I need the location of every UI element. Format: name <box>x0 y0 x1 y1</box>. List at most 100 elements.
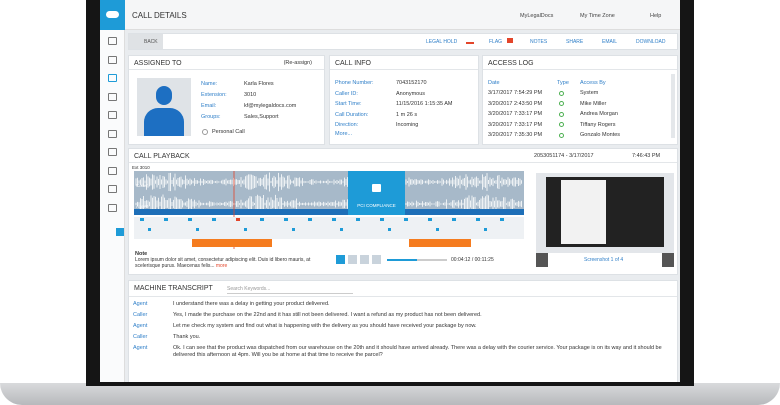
position: 00:04:12 / 00:11:25 <box>451 257 494 263</box>
screenshot-image <box>546 177 664 247</box>
flag-icon <box>507 38 513 43</box>
logo-cloud <box>106 11 119 18</box>
log-date: 3/20/2017 7:35:30 PM <box>488 132 543 138</box>
screenshot-doc <box>561 180 606 244</box>
field-value: Karla Flores <box>244 81 274 87</box>
note-text: Lorem ipsum dolor sit amet, consectetur … <box>135 257 330 269</box>
marker <box>484 228 487 231</box>
control-button[interactable] <box>372 255 381 264</box>
marker <box>212 218 216 221</box>
marker <box>476 218 480 221</box>
play-button[interactable] <box>336 255 345 264</box>
speaker: Agent <box>133 301 148 307</box>
marker <box>236 218 240 221</box>
field-label: Start Time: <box>335 101 362 107</box>
field-value: 11/15/2016 1:15:35 AM <box>396 101 453 107</box>
field-value: 1 m 26 s <box>396 111 418 118</box>
field-label: Email: <box>201 103 217 109</box>
marker <box>308 218 312 221</box>
segment <box>409 239 471 247</box>
utterance: Let me check my system and find out what… <box>173 323 477 329</box>
prev-button[interactable] <box>536 253 548 267</box>
field-label: Name: <box>201 81 218 87</box>
sidebar-icon[interactable] <box>108 55 117 64</box>
laptop-base <box>0 383 780 405</box>
column-header: Type <box>557 80 569 86</box>
call-id: 2053051174 - 3/17/2017 <box>534 153 594 159</box>
field-label: Call Duration: <box>335 111 369 118</box>
toolbar: BACK LEGAL HOLD FLAG NOTES SHARE EMAIL DOWNLO… <box>128 33 678 50</box>
playback-panel: CALL PLAYBACK 2053051174 - 3/17/2017 7:4… <box>128 148 678 275</box>
panel-header: CALL INFO <box>330 56 478 70</box>
control-button[interactable] <box>360 255 369 264</box>
marker <box>356 218 360 221</box>
type-icon <box>559 111 564 117</box>
reassign-link[interactable]: (Re-assign) <box>283 60 312 66</box>
toolbar-button[interactable]: DOWNLOAD <box>636 39 666 45</box>
panel-title: ASSIGNED TO <box>134 60 182 67</box>
log-user: Mike Miller <box>580 100 607 107</box>
speaker: Agent <box>133 345 148 351</box>
log-date: 3/20/2017 7:33:17 PM <box>488 121 543 128</box>
type-icon <box>559 122 564 127</box>
help-menu[interactable]: Help <box>650 13 662 19</box>
panel-title: MACHINE TRANSCRIPT <box>134 285 213 292</box>
type-icon <box>559 90 564 96</box>
more-link[interactable]: More... <box>335 131 353 137</box>
toolbar-button[interactable]: SHARE <box>566 39 584 45</box>
marker <box>164 218 168 221</box>
field-label: Groups: <box>201 114 221 120</box>
sidebar-icon[interactable] <box>108 92 117 101</box>
toolbar-button[interactable]: EMAIL <box>602 39 618 45</box>
marker <box>388 228 391 231</box>
back-button[interactable]: BACK <box>129 34 163 49</box>
sidebar-icon[interactable] <box>108 203 117 212</box>
toolbar-button[interactable]: FLAG <box>489 39 503 45</box>
checkbox[interactable] <box>202 129 208 135</box>
channel-bg <box>134 171 524 215</box>
sidebar-icon[interactable] <box>108 129 117 138</box>
column-header: Date <box>488 80 500 86</box>
next-button[interactable] <box>662 253 674 267</box>
scrollbar <box>671 74 675 138</box>
log-user: System <box>580 90 599 96</box>
progress-track[interactable] <box>387 259 447 261</box>
assigned-panel: ASSIGNED TO (Re-assign) Name: Karla Flores… <box>128 55 325 145</box>
avatar-head <box>156 86 172 105</box>
field-value: 3010 <box>244 92 257 98</box>
toolbar-button[interactable]: LEGAL HOLD <box>426 39 458 45</box>
marker <box>404 218 408 221</box>
lock-icon <box>372 184 381 192</box>
toolbar-button[interactable]: NOTES <box>530 39 548 45</box>
sidebar-icon[interactable] <box>108 37 117 45</box>
call-info-panel: CALL INFO Phone Number: 7043152170 Caller … <box>329 55 479 145</box>
control-button[interactable] <box>348 255 357 264</box>
logo <box>100 0 125 30</box>
legal-hold-icon <box>466 38 474 44</box>
field-label: Direction: <box>335 122 359 128</box>
note-more[interactable]: more <box>215 263 228 269</box>
field-value: 7043152170 <box>396 80 427 86</box>
avatar-body <box>144 108 184 136</box>
panel-header: ASSIGNED TO (Re-assign) <box>129 56 324 70</box>
panel-title: CALL PLAYBACK <box>134 153 190 160</box>
sidebar-icon[interactable] <box>108 74 117 82</box>
pci-block <box>348 171 405 215</box>
screenshot-count: Screenshot 1 of 4 <box>584 257 624 263</box>
account-menu[interactable]: MyLegalDocs <box>520 13 554 19</box>
marker <box>452 218 456 221</box>
sidebar-toggle[interactable] <box>116 228 124 236</box>
log-user: Gonzalo Montes <box>580 132 621 138</box>
marker <box>260 218 264 221</box>
speaker: Caller <box>133 312 148 318</box>
search-input[interactable]: Search Keywords... <box>227 284 353 294</box>
sidebar-icon[interactable] <box>108 148 117 156</box>
sidebar <box>100 30 125 382</box>
speaker: Agent <box>133 323 148 329</box>
timezone-menu[interactable]: My Time Zone <box>580 13 615 19</box>
screenshot-viewer <box>536 173 674 253</box>
sidebar-icon[interactable] <box>108 185 117 193</box>
channel-label: Agent <box>136 204 149 209</box>
sidebar-icon[interactable] <box>108 166 117 175</box>
sidebar-icon[interactable] <box>108 111 117 119</box>
